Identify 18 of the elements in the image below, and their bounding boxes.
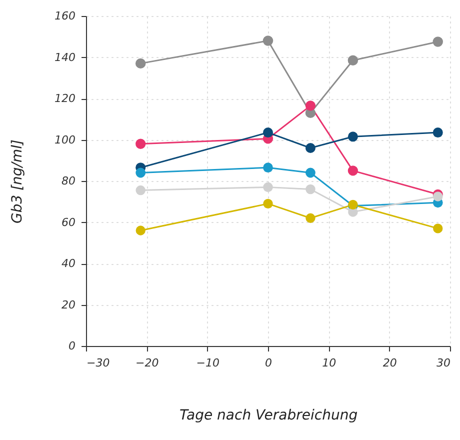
- y-tick-label: 120: [54, 92, 76, 105]
- y-tick-label: 20: [62, 298, 76, 312]
- y-tick-label: 40: [62, 257, 76, 270]
- y-tick-label: 100: [54, 133, 76, 146]
- y-tick-label: 0: [68, 340, 76, 352]
- x-axis-title: Tage nach Verabreichung: [179, 408, 358, 424]
- y-tick-label: 80: [62, 174, 76, 188]
- y-tick-label: 60: [62, 216, 76, 229]
- x-tick-label: −30: [86, 356, 110, 370]
- y-tick-label: 140: [54, 50, 76, 64]
- x-tick-label: 30: [436, 356, 450, 370]
- y-tick-label: 160: [54, 10, 76, 22]
- x-tick-label: 0: [265, 356, 272, 370]
- y-axis-title: Gb3 [ng/ml]: [10, 139, 26, 224]
- x-tick-label: 20: [382, 356, 397, 370]
- x-tick-label: 10: [322, 356, 336, 370]
- x-tick-label: −20: [136, 356, 159, 370]
- x-tick-label: −10: [196, 356, 220, 370]
